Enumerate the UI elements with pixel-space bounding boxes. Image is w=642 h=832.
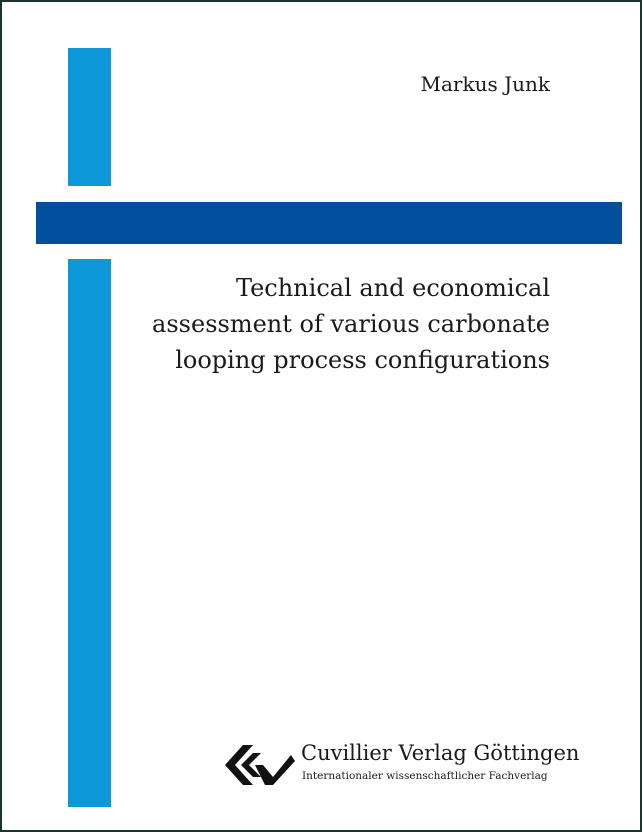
author-name: Markus Junk bbox=[420, 72, 550, 96]
title-line: Technical and economical bbox=[235, 274, 550, 302]
title-line: looping process configurations bbox=[175, 346, 550, 374]
title-line: assessment of various carbonate bbox=[152, 310, 550, 338]
publisher-block: Cuvillier Verlag Göttingen International… bbox=[225, 741, 579, 791]
vertical-accent-bar-bottom bbox=[68, 259, 111, 807]
cuvillier-logo-icon bbox=[225, 745, 295, 785]
horizontal-accent-band bbox=[36, 202, 622, 244]
book-title: Technical and economical assessment of v… bbox=[130, 270, 550, 378]
publisher-subtitle: Internationaler wissenschaftlicher Fachv… bbox=[302, 770, 548, 782]
vertical-accent-bar-top bbox=[68, 48, 111, 186]
publisher-name: Cuvillier Verlag Göttingen bbox=[301, 741, 580, 765]
